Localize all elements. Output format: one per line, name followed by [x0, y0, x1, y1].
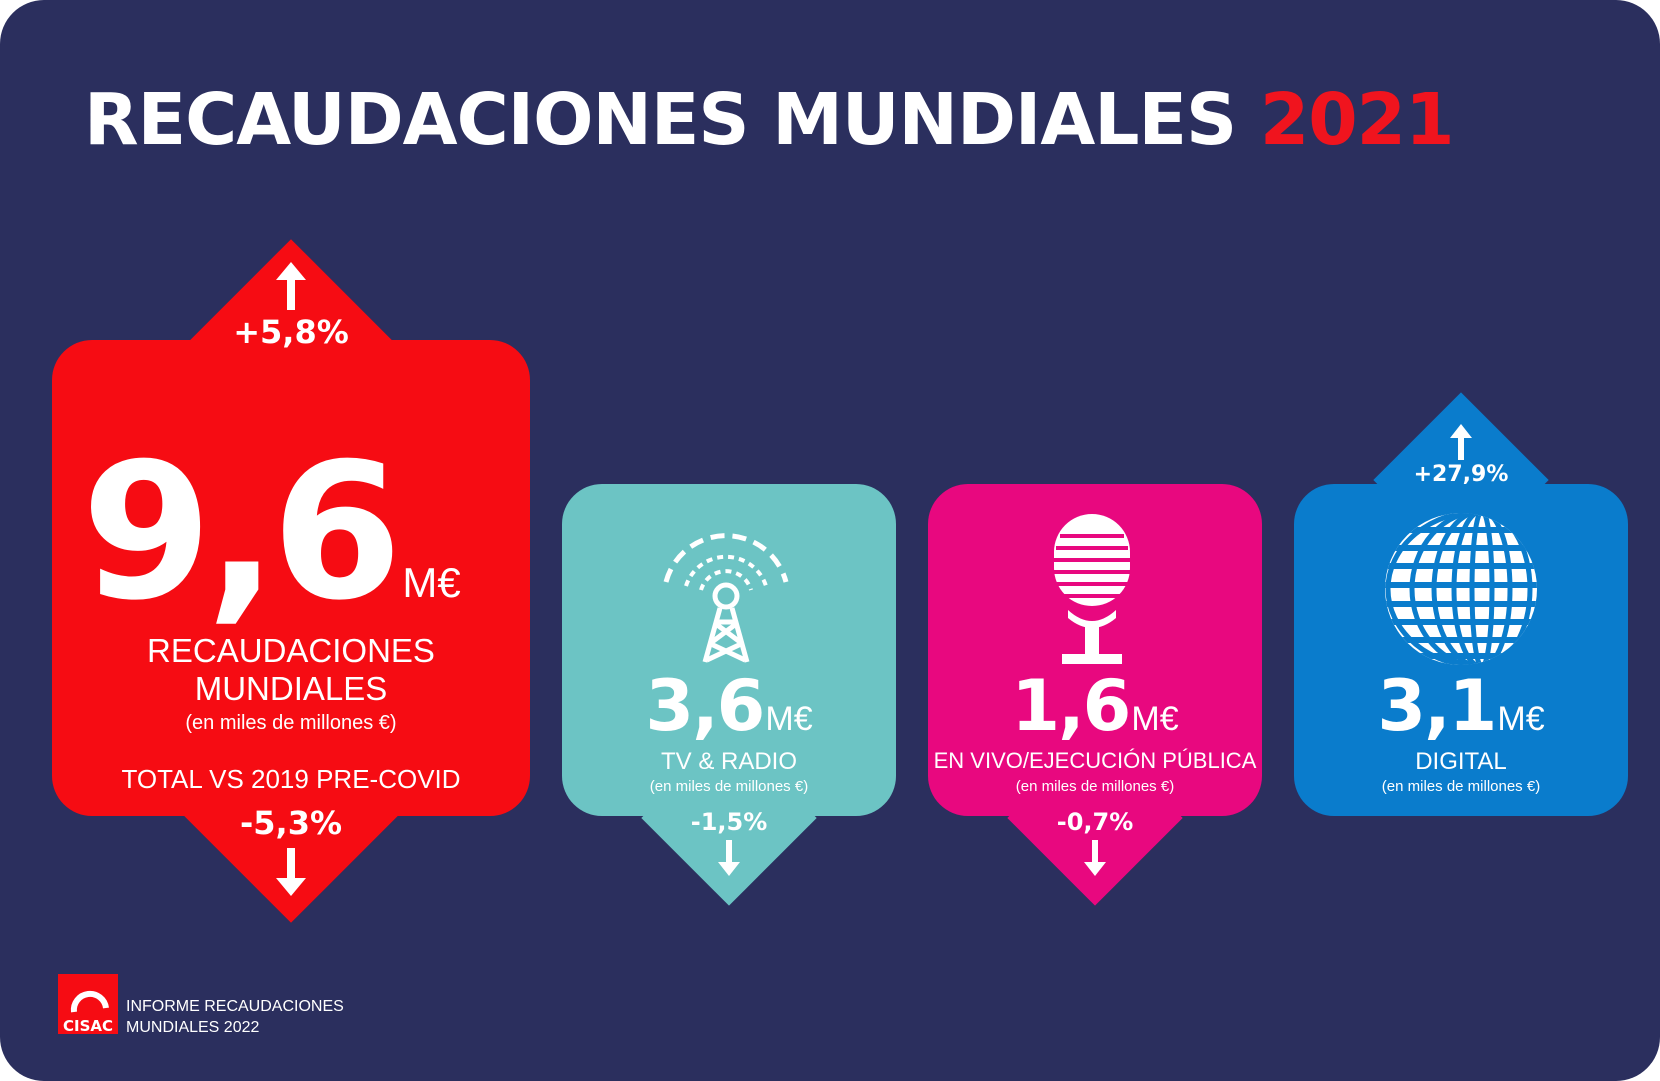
total-label-line1: RECAUDACIONES: [147, 632, 435, 669]
digital-label: DIGITAL: [1415, 748, 1507, 775]
digital-sublabel: (en miles de millones €): [1381, 778, 1541, 795]
live-change: -0,7%: [1056, 808, 1134, 836]
radio-tower-icon: [663, 533, 789, 663]
tv-label: TV & RADIO: [660, 748, 798, 775]
page-title: RECAUDACIONES MUNDIALES 2021: [84, 78, 1455, 161]
live-card: 1,6M€ EN VIVO/EJECUCIÓN PÚBLICA (en mile…: [928, 484, 1262, 816]
digital-change: +27,9%: [1413, 462, 1509, 487]
tv-sublabel: (en miles de millones €): [649, 778, 809, 795]
digital-unit: M€: [1497, 700, 1545, 738]
live-unit: M€: [1131, 700, 1179, 738]
total-change-vs-2019: -5,3%: [239, 804, 343, 842]
arrow-up-icon: [1450, 424, 1472, 460]
footer-line1: INFORME RECAUDACIONES: [126, 998, 344, 1015]
total-card: 9,6 M€ RECAUDACIONES MUNDIALES (en miles …: [52, 340, 530, 816]
microphone-icon: [1054, 514, 1130, 664]
title-main: RECAUDACIONES MUNDIALES: [84, 78, 1237, 161]
footer-line2: MUNDIALES 2022: [126, 1019, 260, 1036]
tv-unit: M€: [765, 700, 813, 738]
tv-value: 3,6: [645, 665, 765, 747]
cisac-logo-text: CISAC: [63, 1017, 113, 1034]
total-sublabel: (en miles de millones €): [185, 712, 397, 734]
title-year: 2021: [1259, 78, 1455, 161]
total-label-line2: MUNDIALES: [194, 670, 388, 707]
live-value: 1,6: [1011, 665, 1131, 747]
total-comparison-label: TOTAL VS 2019 PRE-COVID: [121, 764, 461, 794]
tv-radio-card: 3,6M€ TV & RADIO (en miles de millones €…: [562, 484, 896, 816]
arrow-down-icon: [718, 840, 740, 876]
digital-value: 3,1: [1377, 665, 1497, 747]
cisac-logo: CISAC: [58, 974, 118, 1034]
total-unit: M€: [402, 559, 461, 606]
arrow-down-icon: [1084, 840, 1106, 876]
footer-source: INFORME RECAUDACIONES MUNDIALES 2022: [126, 996, 386, 1038]
live-label: EN VIVO/EJECUCIÓN PÚBLICA: [933, 748, 1257, 773]
digital-card: 3,1M€ DIGITAL (en miles de millones €): [1294, 484, 1628, 816]
globe-icon: [1385, 513, 1537, 665]
total-value: 9,6: [81, 423, 402, 642]
live-sublabel: (en miles de millones €): [1015, 778, 1175, 795]
tv-change: -1,5%: [690, 808, 768, 836]
arrow-up-icon: [276, 262, 306, 310]
total-change-yoy: +5,8%: [233, 313, 349, 351]
arrow-down-icon: [276, 848, 306, 896]
